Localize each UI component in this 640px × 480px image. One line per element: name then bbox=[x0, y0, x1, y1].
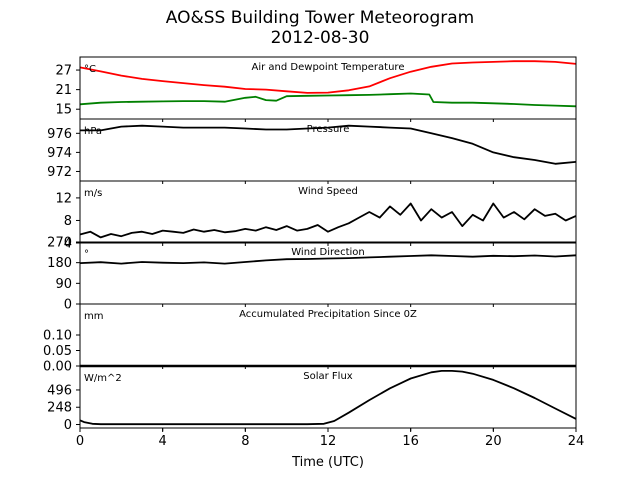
xaxis-tick-label: 24 bbox=[568, 434, 585, 449]
xaxis-tick-label: 12 bbox=[320, 434, 337, 449]
temperature-ytick-label: 21 bbox=[55, 83, 72, 98]
precipitation-unit-label: mm bbox=[84, 311, 103, 322]
temperature-series-0 bbox=[79, 60, 577, 94]
wind_direction-series-0 bbox=[79, 254, 577, 265]
wind_speed-ytick-label: 12 bbox=[55, 191, 72, 206]
temperature-ytick-label: 15 bbox=[55, 103, 72, 118]
pressure-ytick-label: 976 bbox=[47, 127, 72, 142]
solar_flux-ytick-label: 496 bbox=[47, 383, 72, 398]
precipitation-ytick-label: 0.00 bbox=[43, 360, 72, 375]
temperature-panel-label: Air and Dewpoint Temperature bbox=[252, 62, 405, 73]
solar_flux-series-0 bbox=[79, 369, 577, 426]
pressure-ytick-label: 972 bbox=[47, 165, 72, 180]
temperature-series-1 bbox=[79, 92, 577, 108]
xaxis-tick-label: 8 bbox=[241, 434, 249, 449]
pressure-series-0 bbox=[80, 124, 577, 165]
precipitation-ytick-label: 0.05 bbox=[43, 344, 72, 359]
solar_flux-panel-label: Solar Flux bbox=[303, 371, 353, 382]
wind_direction-ytick-label: 0 bbox=[64, 298, 72, 313]
chart-title: AO&SS Building Tower Meteorogram bbox=[165, 8, 475, 28]
solar_flux-ytick-label: 248 bbox=[47, 401, 72, 416]
precipitation-panel-label: Accumulated Precipitation Since 0Z bbox=[239, 309, 417, 320]
xaxis-tick-label: 4 bbox=[159, 434, 167, 449]
wind_direction-ytick-label: 270 bbox=[47, 236, 72, 251]
wind_direction-unit-label: ° bbox=[84, 249, 89, 260]
pressure-ytick-label: 974 bbox=[47, 146, 72, 161]
wind_direction-ytick-label: 90 bbox=[55, 277, 72, 292]
wind_direction-panel-label: Wind Direction bbox=[291, 247, 365, 258]
wind_speed-ytick-label: 4 bbox=[64, 237, 72, 252]
wind_direction-ytick-label: 180 bbox=[47, 256, 72, 271]
precipitation-ytick-label: 0.10 bbox=[43, 329, 72, 344]
chart-subtitle: 2012-08-30 bbox=[270, 28, 370, 48]
wind_speed-ytick-label: 8 bbox=[64, 214, 72, 229]
xaxis-tick-label: 16 bbox=[402, 434, 419, 449]
xaxis-tick-label: 20 bbox=[485, 434, 502, 449]
pressure-unit-label: hPa bbox=[84, 126, 102, 137]
xaxis-tick-label: 0 bbox=[76, 434, 84, 449]
wind_speed-panel-label: Wind Speed bbox=[298, 186, 358, 197]
temperature-unit-label: °C bbox=[84, 64, 96, 75]
solar_flux-unit-label: W/m^2 bbox=[84, 373, 122, 384]
wind_speed-series-0 bbox=[79, 202, 577, 239]
pressure-panel-label: Pressure bbox=[307, 124, 350, 135]
xaxis-label: Time (UTC) bbox=[291, 455, 364, 470]
wind_speed-unit-label: m/s bbox=[84, 188, 102, 199]
solar_flux-ytick-label: 0 bbox=[64, 418, 72, 433]
temperature-ytick-label: 27 bbox=[55, 64, 72, 79]
